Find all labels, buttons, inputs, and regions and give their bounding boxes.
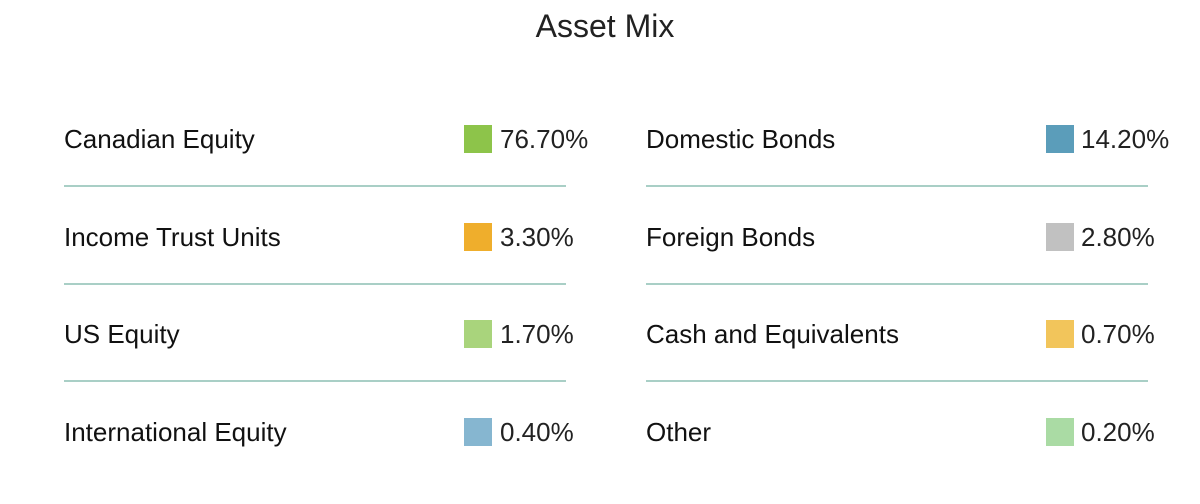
legend-value: 0.70%: [1081, 319, 1155, 349]
legend-swatch: [464, 320, 492, 348]
legend-label: Income Trust Units: [64, 222, 281, 252]
legend-label: Domestic Bonds: [646, 124, 836, 154]
legend-label: Canadian Equity: [64, 124, 255, 154]
legend-item: US Equity 1.70%: [64, 314, 600, 354]
legend-value: 14.20%: [1081, 124, 1170, 154]
legend-item: Cash and Equivalents 0.70%: [646, 314, 1181, 354]
legend-item: Income Trust Units 3.30%: [64, 217, 600, 257]
legend-label: Foreign Bonds: [646, 222, 816, 252]
legend-item: Foreign Bonds 2.80%: [646, 217, 1181, 257]
row-divider: [646, 283, 1148, 285]
legend-label: US Equity: [64, 319, 180, 349]
legend-swatch: [464, 125, 492, 153]
row-divider: [64, 185, 566, 187]
legend-item: International Equity 0.40%: [64, 412, 600, 452]
row-divider: [646, 185, 1148, 187]
legend-item: Canadian Equity 76.70%: [64, 119, 600, 159]
row-divider: [64, 283, 566, 285]
legend-label: Other: [646, 417, 712, 447]
legend-swatch: [1046, 125, 1074, 153]
legend-value: 76.70%: [500, 124, 589, 154]
legend-swatch: [464, 418, 492, 446]
legend-value: 1.70%: [500, 319, 574, 349]
chart-title: Asset Mix: [535, 8, 675, 44]
legend-label: International Equity: [64, 417, 287, 447]
legend-value: 0.20%: [1081, 417, 1155, 447]
legend-item: Other 0.20%: [646, 412, 1181, 452]
legend-value: 2.80%: [1081, 222, 1155, 252]
legend-value: 3.30%: [500, 222, 574, 252]
row-divider: [646, 380, 1148, 382]
legend-label: Cash and Equivalents: [646, 319, 899, 349]
legend-item: Domestic Bonds 14.20%: [646, 119, 1181, 159]
legend-value: 0.40%: [500, 417, 574, 447]
legend-swatch: [1046, 223, 1074, 251]
legend-swatch: [464, 223, 492, 251]
row-divider: [64, 380, 566, 382]
legend-swatch: [1046, 418, 1074, 446]
legend-swatch: [1046, 320, 1074, 348]
